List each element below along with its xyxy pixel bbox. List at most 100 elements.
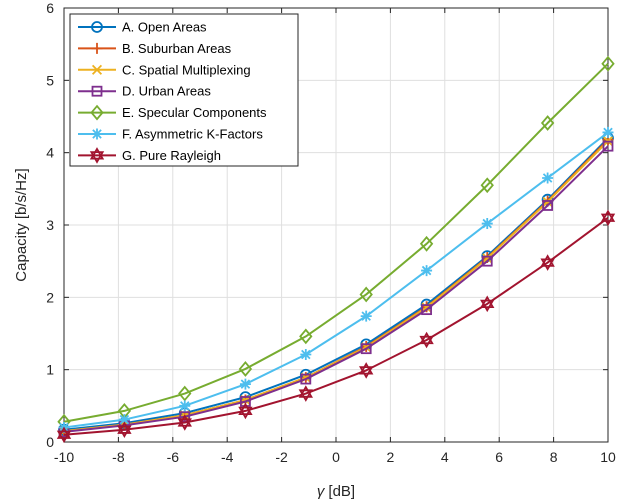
series-line — [63, 216, 609, 436]
x-tick-label: -2 — [275, 449, 288, 465]
data-point — [118, 414, 130, 426]
marker-asterisk — [481, 218, 493, 230]
y-axis-ticks: 0 1 2 3 4 5 6 — [46, 0, 608, 450]
data-point — [360, 343, 372, 355]
marker-square — [421, 304, 432, 316]
data-point — [540, 254, 555, 271]
data-point — [480, 295, 495, 313]
marker-asterisk — [239, 378, 251, 390]
data-point — [482, 253, 493, 264]
marker-square — [179, 411, 191, 423]
legend-box — [69, 13, 299, 167]
marker-diamond — [419, 235, 434, 252]
data-point — [480, 177, 494, 194]
marker-hexagram — [600, 213, 616, 227]
marker-hexagram — [540, 258, 555, 271]
marker-diamond — [480, 177, 494, 194]
marker-square — [91, 85, 103, 97]
data-point — [421, 304, 432, 316]
x-tick-label: 0 — [332, 449, 340, 465]
marker-hexagram — [56, 430, 72, 444]
y-tick-label: 1 — [46, 362, 54, 378]
x-tick-label: 2 — [387, 449, 395, 465]
data-point — [359, 286, 373, 303]
data-point — [177, 414, 192, 431]
data-point — [542, 200, 554, 211]
marker-diamond — [238, 361, 253, 377]
y-tick-label: 4 — [46, 145, 54, 161]
y-tick-label: 5 — [46, 72, 54, 88]
series-line — [63, 140, 609, 433]
data-point — [239, 378, 251, 390]
marker-hexagram — [177, 414, 192, 427]
y-tick-label: 0 — [46, 434, 54, 450]
legend-label: C. Spatial Multiplexing — [122, 62, 251, 77]
x-axis-label-unit: [dB] — [328, 483, 355, 500]
marker-hexagram — [56, 426, 72, 439]
marker-hexagram — [238, 402, 253, 416]
series-4 — [58, 140, 614, 438]
data-point — [540, 115, 555, 131]
data-point — [600, 209, 616, 227]
marker-hexagram — [359, 362, 374, 375]
marker-asterisk — [118, 414, 130, 426]
series-line — [63, 131, 609, 429]
marker-hexagram — [600, 209, 616, 222]
series-6 — [58, 126, 614, 434]
data-point — [178, 385, 192, 402]
legend-entry: A. Open Areas — [78, 20, 207, 35]
marker-asterisk — [542, 172, 554, 184]
series-line — [63, 62, 609, 423]
data-point — [56, 426, 72, 444]
legend-label: A. Open Areas — [122, 20, 207, 35]
x-tick-label: -8 — [112, 449, 125, 465]
marker-hexagram — [540, 254, 555, 267]
data-point — [179, 400, 191, 412]
legend-entry: E. Specular Components — [78, 104, 267, 121]
marker-hexagram — [89, 147, 105, 160]
marker-hexagram — [117, 421, 132, 434]
marker-asterisk — [602, 126, 614, 138]
data-point — [359, 362, 374, 379]
marker-hexagram — [480, 299, 495, 313]
legend-label: E. Specular Components — [122, 105, 267, 120]
marker-circle — [91, 21, 103, 33]
marker-hexagram — [359, 366, 374, 379]
legend-label: D. Urban Areas — [122, 84, 211, 99]
x-tick-label: 6 — [495, 449, 503, 465]
marker-square — [360, 343, 372, 355]
data-point — [179, 411, 191, 423]
marker-diamond — [540, 115, 555, 131]
data-point — [238, 402, 253, 420]
x-tick-label: 10 — [600, 449, 616, 465]
legend: A. Open Areas B. Suburban Areas C. Spatial… — [69, 13, 299, 167]
x-tick-label: 8 — [550, 449, 558, 465]
marker-hexagram — [117, 425, 132, 438]
marker-plus — [91, 42, 103, 54]
legend-label: F. Asymmetric K-Factors — [122, 127, 263, 142]
marker-diamond — [601, 55, 615, 72]
data-point — [117, 421, 132, 438]
marker-x — [91, 64, 103, 75]
data-point — [300, 348, 312, 360]
y-axis-label: Capacity [b/s/Hz] — [13, 168, 30, 281]
data-point — [300, 373, 312, 385]
marker-square — [481, 255, 493, 267]
marker-square — [602, 140, 614, 152]
marker-diamond — [178, 385, 192, 402]
y-tick-label: 3 — [46, 217, 54, 233]
marker-square — [300, 373, 312, 385]
legend-entry: C. Spatial Multiplexing — [78, 62, 251, 77]
data-point — [419, 235, 434, 252]
marker-x — [482, 253, 493, 264]
marker-asterisk — [300, 348, 312, 360]
marker-hexagram — [480, 295, 495, 308]
marker-asterisk — [360, 310, 372, 322]
legend-label: B. Suburban Areas — [122, 41, 232, 56]
x-tick-label: -6 — [167, 449, 180, 465]
data-point — [298, 385, 313, 402]
marker-square — [542, 200, 554, 211]
marker-hexagram — [419, 335, 434, 349]
data-point — [421, 265, 433, 277]
